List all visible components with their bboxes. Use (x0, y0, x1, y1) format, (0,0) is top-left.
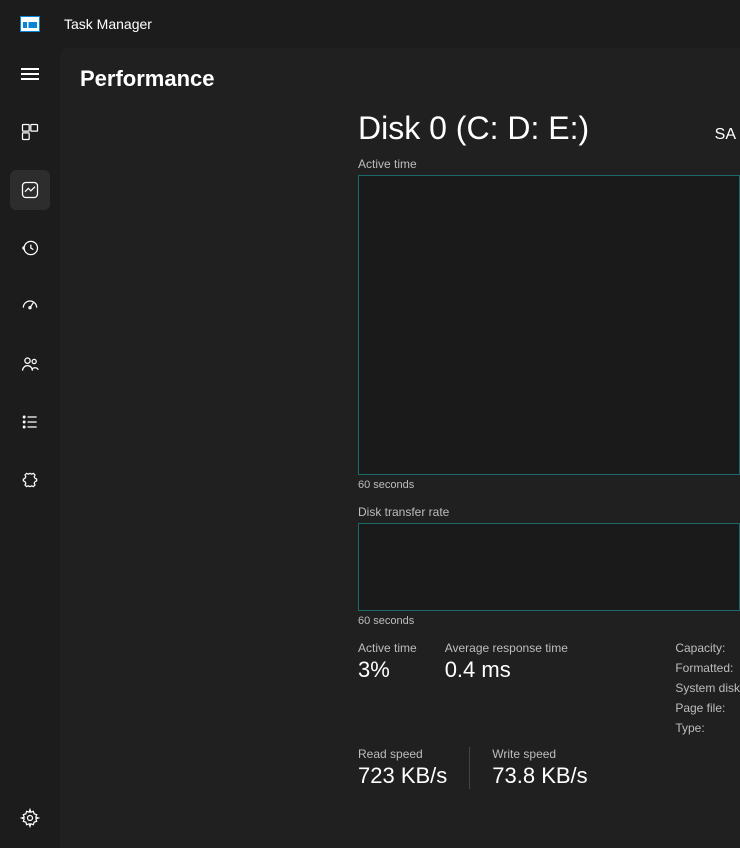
titlebar: Task Manager (0, 0, 740, 48)
app-title: Task Manager (64, 16, 152, 32)
chart-active-time (358, 175, 740, 475)
stat-label: Write speed (492, 747, 587, 761)
stat-label: Average response time (445, 641, 568, 655)
stat-active-time: Active time 3% (358, 641, 417, 735)
chart1-axis: 60 seconds (358, 479, 740, 491)
chart-transfer-rate (358, 523, 740, 611)
nav-users[interactable] (10, 344, 50, 384)
info-type: Type: (675, 721, 740, 735)
info-sysdisk: System disk (675, 681, 740, 695)
chart2-label: Disk transfer rate (358, 505, 740, 519)
nav-details[interactable] (10, 402, 50, 442)
hamburger-button[interactable] (10, 54, 50, 94)
nav-rail (0, 48, 60, 848)
nav-app-history[interactable] (10, 228, 50, 268)
chart1-label: Active time (358, 157, 740, 171)
chart2-axis: 60 seconds (358, 615, 740, 627)
stat-read-speed: Read speed 723 KB/s (358, 747, 469, 789)
stat-value: 3% (358, 657, 417, 683)
nav-processes[interactable] (10, 112, 50, 152)
nav-services[interactable] (10, 460, 50, 500)
detail-title: Disk 0 (C: D: E:) (358, 110, 589, 147)
info-capacity: Capacity: (675, 641, 740, 655)
detail-pane: Disk 0 (C: D: E:) SA Active time 60 seco… (350, 104, 740, 848)
detail-info: Capacity: Formatted: System disk Page fi… (675, 641, 740, 735)
stat-label: Active time (358, 641, 417, 655)
nav-performance[interactable] (10, 170, 50, 210)
detail-model: SA (715, 126, 736, 144)
stat-write-speed: Write speed 73.8 KB/s (469, 747, 609, 789)
stat-label: Read speed (358, 747, 447, 761)
stat-value: 723 KB/s (358, 763, 447, 789)
perf-sidebar (60, 104, 350, 848)
app-icon (20, 16, 40, 32)
info-pagefile: Page file: (675, 701, 740, 715)
info-formatted: Formatted: (675, 661, 740, 675)
nav-startup[interactable] (10, 286, 50, 326)
settings-button[interactable] (10, 798, 50, 838)
page-title: Performance (60, 48, 740, 104)
stat-value: 73.8 KB/s (492, 763, 587, 789)
stat-avg-resp: Average response time 0.4 ms (445, 641, 568, 735)
stat-value: 0.4 ms (445, 657, 568, 683)
